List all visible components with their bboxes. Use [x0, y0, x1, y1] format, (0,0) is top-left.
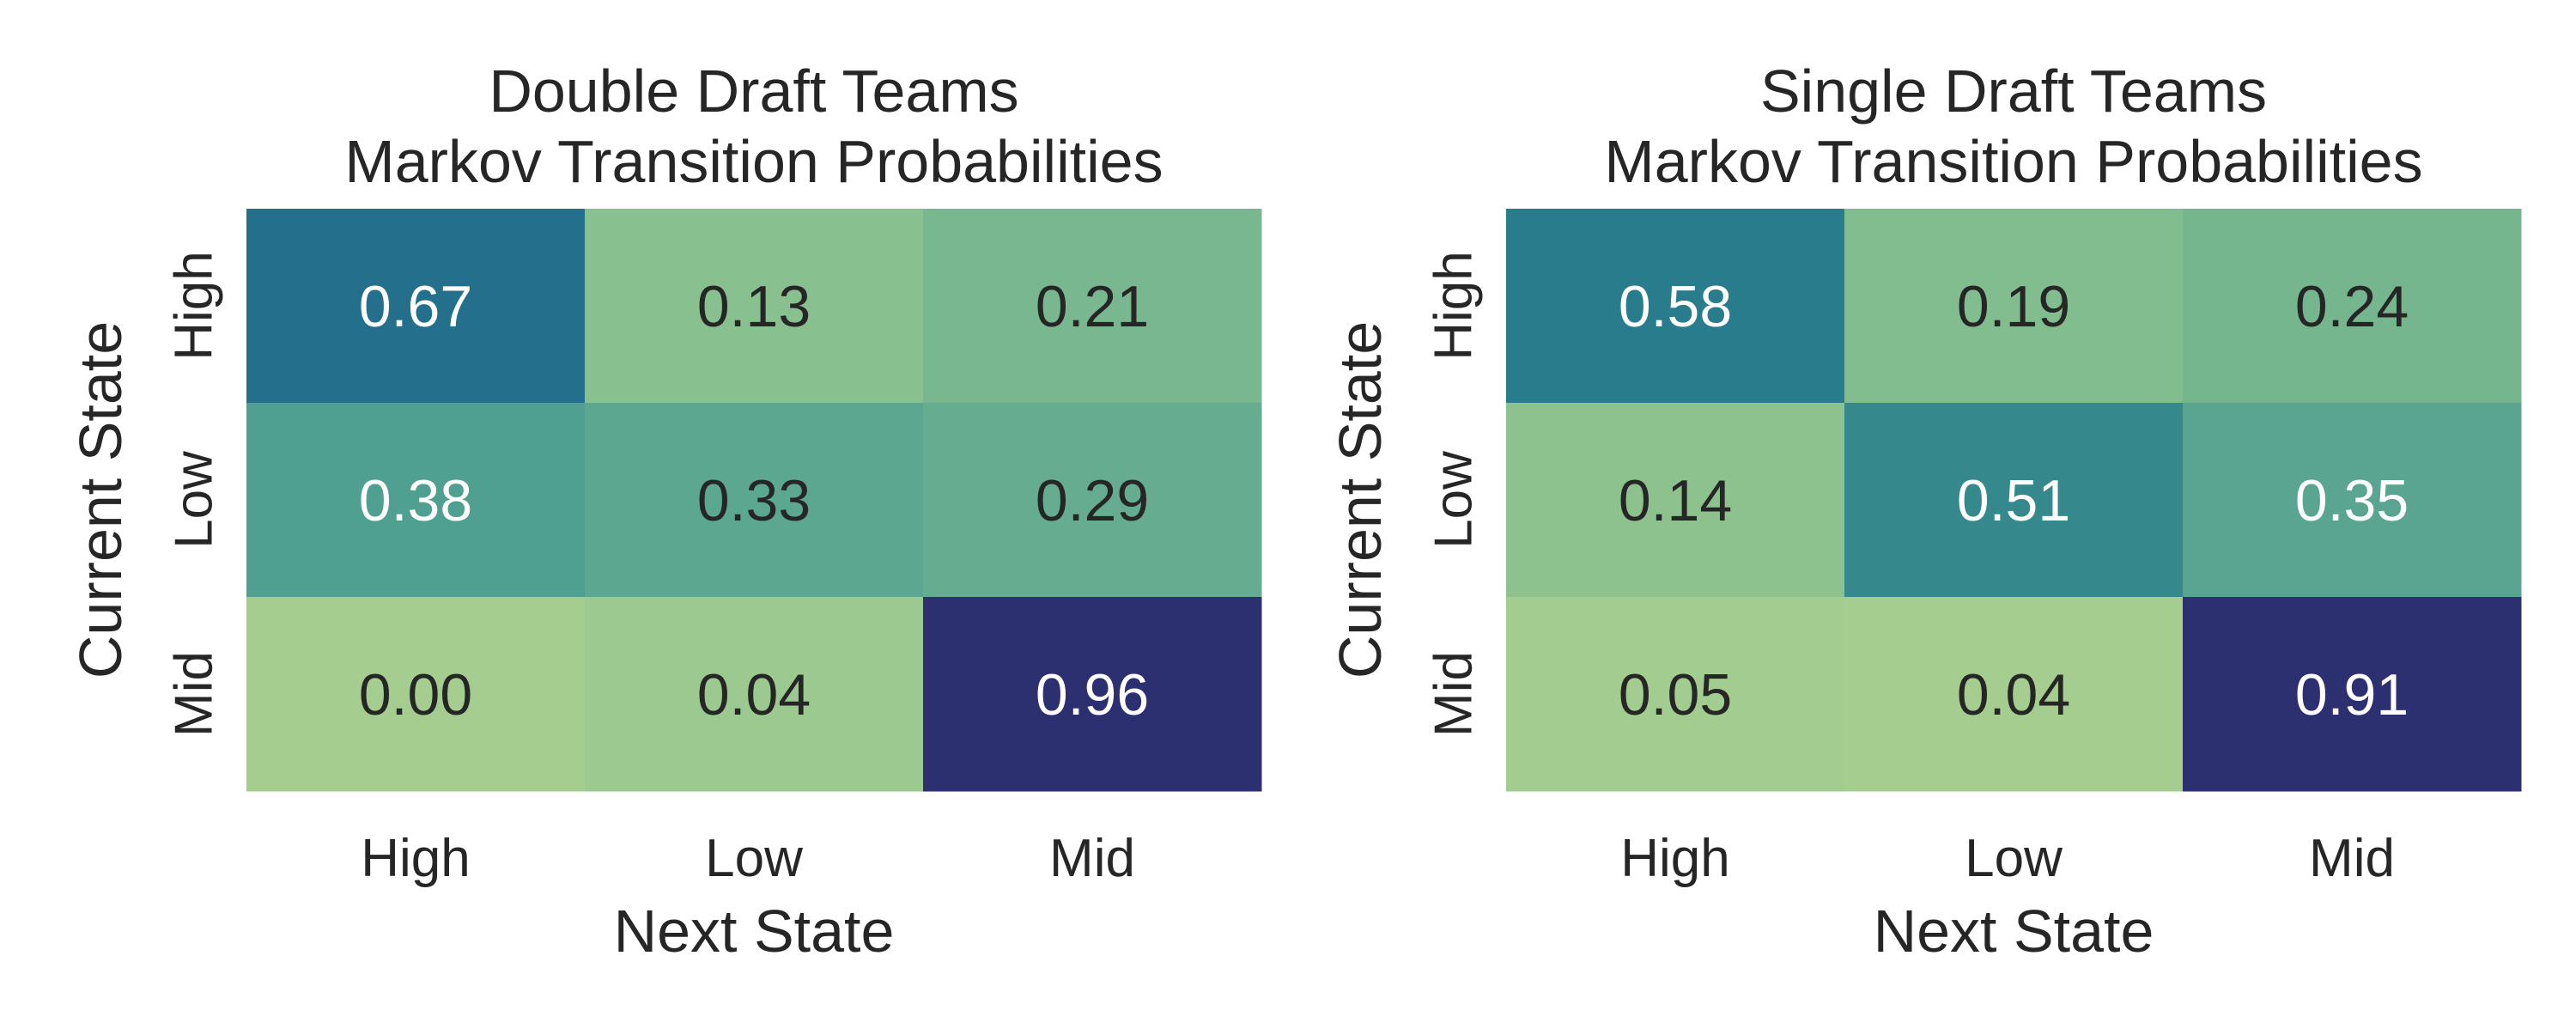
- y-axis-label: Current State: [67, 321, 134, 679]
- cell-value-label: 0.19: [1957, 274, 2070, 339]
- cell-value-label: 0.58: [1619, 274, 1732, 339]
- cell-value-label: 0.38: [359, 468, 472, 533]
- x-tick-label: Mid: [1049, 829, 1135, 888]
- cell-value-label: 0.96: [1036, 662, 1149, 728]
- y-tick-label: High: [165, 251, 224, 361]
- x-axis-label: Next State: [1874, 898, 2154, 965]
- heatmap-cell: [246, 597, 586, 792]
- cell-value-label: 0.04: [697, 662, 811, 728]
- heatmap-cell: [1506, 403, 1845, 598]
- heatmap-cell: [923, 209, 1262, 404]
- heatmap-cell: [1844, 403, 2184, 598]
- cell-value-label: 0.21: [1036, 274, 1149, 339]
- x-tick-label: Mid: [2309, 829, 2395, 888]
- cell-value-label: 0.04: [1957, 662, 2070, 728]
- cell-value-label: 0.00: [359, 662, 472, 728]
- cell-value-label: 0.35: [2295, 468, 2409, 533]
- heatmap-cell: [1506, 209, 1845, 404]
- cell-value-label: 0.33: [697, 468, 811, 533]
- cell-value-label: 0.91: [2295, 662, 2409, 728]
- x-tick-label: High: [361, 829, 471, 888]
- heatmap-cell: [246, 403, 586, 598]
- x-axis-label: Next State: [614, 898, 895, 965]
- y-axis-label: Current State: [1327, 321, 1394, 679]
- cell-value-label: 0.05: [1619, 662, 1732, 728]
- x-tick-label: Low: [705, 829, 803, 888]
- chart-title: Single Draft Teams: [1760, 58, 2267, 125]
- heatmap-cell: [2183, 209, 2522, 404]
- heatmap-cell: [585, 597, 924, 792]
- heatmap-cell: [2183, 597, 2522, 792]
- x-tick-label: High: [1620, 829, 1730, 888]
- heatmap-cell: [923, 403, 1262, 598]
- heatmap-cell: [923, 597, 1262, 792]
- cell-value-label: 0.24: [2295, 274, 2409, 339]
- x-tick-label: Low: [1965, 829, 2063, 888]
- chart-title: Double Draft Teams: [489, 58, 1018, 125]
- heatmap-cell: [1506, 597, 1845, 792]
- cell-value-label: 0.51: [1957, 468, 2070, 533]
- y-tick-label: High: [1425, 251, 1484, 361]
- heatmap-cell: [585, 403, 924, 598]
- heatmap-cell: [2183, 403, 2522, 598]
- heatmap-cell: [246, 209, 586, 404]
- y-tick-label: Mid: [165, 651, 224, 737]
- cell-value-label: 0.13: [697, 274, 811, 339]
- chart-title: Markov Transition Probabilities: [344, 128, 1163, 195]
- y-tick-label: Low: [165, 451, 224, 549]
- heatmap-cell: [1844, 597, 2184, 792]
- cell-value-label: 0.29: [1036, 468, 1149, 533]
- cell-value-label: 0.14: [1619, 468, 1732, 533]
- heatmap-cell: [1844, 209, 2184, 404]
- cell-value-label: 0.67: [359, 274, 472, 339]
- y-tick-label: Mid: [1425, 651, 1484, 737]
- y-tick-label: Low: [1425, 451, 1484, 549]
- heatmap-cell: [585, 209, 924, 404]
- chart-title: Markov Transition Probabilities: [1604, 128, 2422, 195]
